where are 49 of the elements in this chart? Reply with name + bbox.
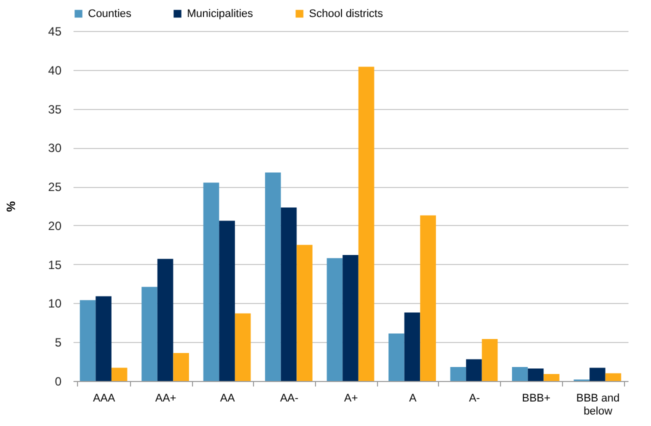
legend-label: Municipalities	[187, 8, 254, 20]
legend-label: School districts	[309, 8, 384, 20]
bar	[296, 244, 312, 381]
y-tick-label: 20	[48, 218, 62, 233]
bar	[326, 258, 343, 381]
bar	[590, 368, 606, 381]
bar	[450, 367, 466, 381]
x-tick-label: AA	[220, 392, 236, 404]
bar	[404, 312, 420, 381]
y-tick-label: 10	[48, 296, 62, 311]
bar	[265, 172, 281, 381]
y-tick-label: 25	[48, 180, 62, 194]
bar	[512, 367, 528, 381]
x-tick-label: AA+	[155, 392, 176, 404]
x-tick-label: A	[409, 392, 418, 404]
x-tick-label: AA-	[280, 392, 299, 404]
bar	[388, 334, 404, 381]
x-tick-label: A-	[468, 392, 480, 404]
bar	[544, 374, 560, 381]
bar	[234, 313, 251, 381]
bar	[111, 368, 128, 381]
bar	[358, 66, 374, 381]
bar	[219, 220, 235, 381]
x-tick-label: AAA	[93, 392, 116, 404]
bar	[420, 215, 436, 381]
y-tick-label: 35	[48, 102, 62, 116]
y-tick-label: 30	[48, 141, 62, 156]
y-tick-label: 0	[54, 374, 62, 388]
y-tick-label: 15	[48, 258, 62, 272]
y-tick-label: 45	[48, 24, 62, 38]
legend-label: Counties	[88, 8, 132, 20]
y-axis-title: %	[4, 200, 18, 212]
bar	[80, 300, 96, 381]
bar	[142, 286, 158, 381]
x-tick-label: BBB and below	[576, 392, 620, 418]
bar	[528, 368, 544, 381]
bar	[96, 296, 112, 381]
bar	[342, 255, 358, 381]
y-tick-label: 5	[54, 336, 62, 350]
bar	[605, 373, 622, 381]
bar	[482, 339, 498, 381]
x-tick-label: BBB+	[522, 392, 550, 404]
bar	[280, 208, 297, 381]
bar	[173, 353, 190, 381]
bar	[466, 359, 482, 381]
bar	[203, 182, 220, 381]
x-tick-label: A+	[344, 392, 358, 404]
y-tick-label: 40	[48, 63, 62, 78]
bar	[157, 258, 174, 381]
